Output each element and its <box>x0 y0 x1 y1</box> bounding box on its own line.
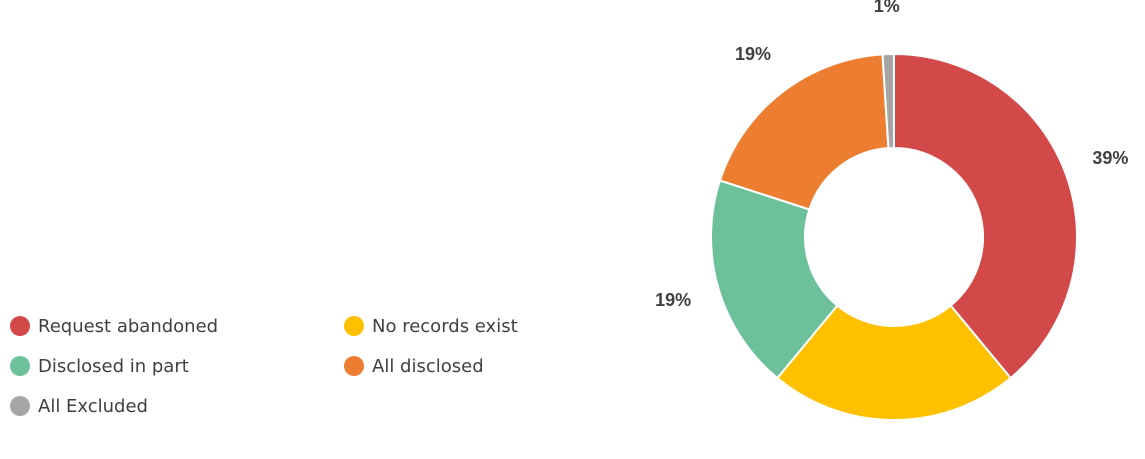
slice-value-label: 22% <box>876 456 912 459</box>
legend-item-all-excluded: All Excluded <box>10 393 344 419</box>
legend-swatch <box>10 356 30 376</box>
donut-slice-all-excluded <box>881 52 895 150</box>
legend-item-no-records-exist: No records exist <box>344 313 564 339</box>
legend-label: Disclosed in part <box>38 355 189 377</box>
legend-swatch <box>344 356 364 376</box>
slice-value-label: 19% <box>655 290 691 310</box>
legend-swatch <box>344 316 364 336</box>
chart-legend: Request abandoned No records exist Discl… <box>10 313 570 419</box>
legend-item-disclosed-in-part: Disclosed in part <box>10 353 344 379</box>
donut-slices <box>710 52 1078 421</box>
donut-slice-disclosed-in-part <box>710 179 839 380</box>
legend-label: All Excluded <box>38 395 148 417</box>
slice-value-label: 39% <box>1092 148 1128 168</box>
donut-slice-no-records-exist <box>775 304 1013 421</box>
donut-slice-labels: 39% 22% 19% 19% 1% <box>655 0 1128 459</box>
slice-value-label: 1% <box>874 0 900 16</box>
legend-label: No records exist <box>372 315 518 337</box>
slice-value-label: 19% <box>735 44 771 64</box>
legend-swatch <box>10 396 30 416</box>
donut-slice-all-disclosed <box>718 53 890 211</box>
legend-item-request-abandoned: Request abandoned <box>10 313 344 339</box>
legend-label: Request abandoned <box>38 315 219 337</box>
legend-item-all-disclosed: All disclosed <box>344 353 564 379</box>
legend-swatch <box>10 316 30 336</box>
donut-slice-request-abandoned <box>893 52 1078 380</box>
legend-label: All disclosed <box>372 355 484 377</box>
